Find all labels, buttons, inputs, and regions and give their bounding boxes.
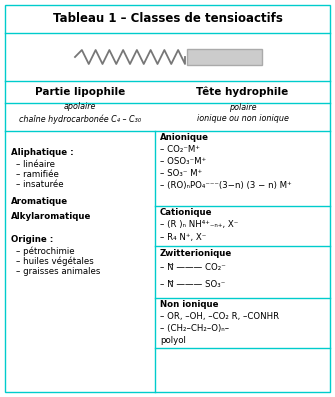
Text: – insaturée: – insaturée <box>16 180 64 189</box>
Text: apolaire
chaîne hydrocarbonée C₄ – C₃₀: apolaire chaîne hydrocarbonée C₄ – C₃₀ <box>19 102 141 124</box>
Text: Aliphatique :: Aliphatique : <box>11 148 74 157</box>
Text: – pétrochimie: – pétrochimie <box>16 247 75 256</box>
Text: – OSO₃⁻M⁺: – OSO₃⁻M⁺ <box>160 157 206 166</box>
Text: Origine :: Origine : <box>11 235 53 244</box>
Text: – graisses animales: – graisses animales <box>16 267 100 276</box>
Text: – CO₂⁻M⁺: – CO₂⁻M⁺ <box>160 145 200 154</box>
Text: Non ionique: Non ionique <box>160 300 218 309</box>
Text: – ramifiée: – ramifiée <box>16 170 59 179</box>
Text: – huiles végétales: – huiles végétales <box>16 257 94 266</box>
Text: Anionique: Anionique <box>160 133 209 142</box>
Bar <box>187 49 262 65</box>
Text: polyol: polyol <box>160 336 186 345</box>
Text: – (CH₂–CH₂–O)ₙ–: – (CH₂–CH₂–O)ₙ– <box>160 324 229 333</box>
Text: Alkylaromatique: Alkylaromatique <box>11 212 91 221</box>
Text: Aromatique: Aromatique <box>11 197 68 206</box>
Text: – N⃗ ——— SO₃⁻: – N⃗ ——— SO₃⁻ <box>160 280 225 289</box>
Text: – linéaire: – linéaire <box>16 160 55 169</box>
Text: Cationique: Cationique <box>160 208 212 217</box>
Text: – (R )ₙ NH⁴⁺₋ₙ₊, X⁻: – (R )ₙ NH⁴⁺₋ₙ₊, X⁻ <box>160 220 238 229</box>
Text: – OR, –OH, –CO₂ R, –CONHR: – OR, –OH, –CO₂ R, –CONHR <box>160 312 279 321</box>
Text: Zwitterionique: Zwitterionique <box>160 249 232 258</box>
Text: polaire
ionique ou non ionique: polaire ionique ou non ionique <box>197 102 288 123</box>
Text: Tableau 1 – Classes de tensioactifs: Tableau 1 – Classes de tensioactifs <box>53 12 282 25</box>
Text: – (RO)ₙPO₄⁻⁻⁻(3−n) (3 − n) M⁺: – (RO)ₙPO₄⁻⁻⁻(3−n) (3 − n) M⁺ <box>160 181 292 190</box>
Text: Partie lipophile: Partie lipophile <box>35 87 125 97</box>
Text: – R₄ N⁺, X⁻: – R₄ N⁺, X⁻ <box>160 233 206 242</box>
Text: – SO₃⁻ M⁺: – SO₃⁻ M⁺ <box>160 169 202 178</box>
Text: – N⃗ ——— CO₂⁻: – N⃗ ——— CO₂⁻ <box>160 263 226 272</box>
Text: Tête hydrophile: Tête hydrophile <box>196 87 289 97</box>
